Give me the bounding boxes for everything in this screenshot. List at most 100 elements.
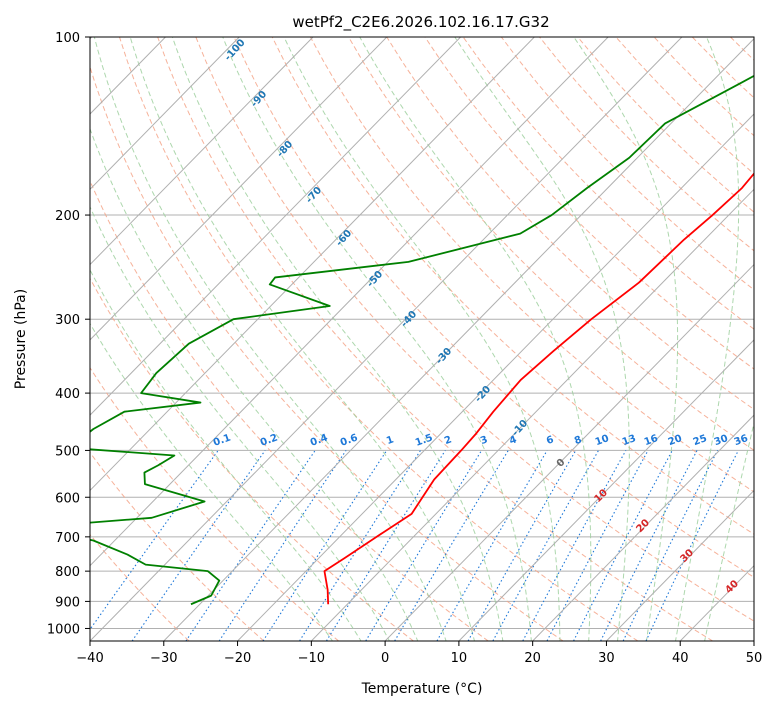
isotherm-line — [310, 188, 754, 641]
dry-adiabat-line — [233, 37, 754, 578]
isotherm-line — [90, 37, 683, 641]
moist-adiabat-line — [674, 37, 740, 641]
moist-adiabat-line — [171, 37, 504, 641]
y-tick-label: 800 — [55, 565, 80, 580]
x-axis-ticks: −40 −30 −20 −10 0 10 20 30 40 50 — [76, 641, 762, 666]
line-labels: -100-90-80-70-60-50-40-30-20-10010203040… — [212, 37, 750, 596]
dry-adiabat-line — [424, 37, 754, 370]
y-axis-ticks: 100 200 300 400 500 600 700 800 900 1000 — [47, 31, 90, 637]
dry-adiabat-line — [90, 65, 564, 641]
y-tick-label: 700 — [55, 531, 80, 546]
mixing-ratio-label: 1 — [385, 434, 395, 447]
isotherm-line — [90, 37, 240, 191]
moist-adiabat-line — [359, 37, 592, 641]
isotherm-line — [163, 38, 754, 641]
chart-title: wetPf2_C2E6.2026.102.16.17.G32 — [292, 13, 549, 32]
mixing-ratio-label: 6 — [545, 434, 555, 447]
moist-adiabat-line — [283, 37, 561, 641]
dry-adiabat-line — [90, 533, 190, 641]
x-tick-label: −40 — [76, 651, 103, 666]
x-tick-label: 0 — [381, 651, 389, 666]
isotherm-line — [458, 339, 754, 641]
dry-adiabat-line — [90, 179, 489, 641]
mixing-ratio-label: 20 — [667, 433, 684, 448]
mixing-ratio-line — [131, 450, 266, 641]
plot-frame — [89, 36, 755, 642]
profile-series — [90, 74, 754, 606]
dry-adiabat-line — [271, 37, 754, 535]
moist-adiabat-line — [704, 420, 754, 641]
y-tick-label: 300 — [55, 313, 80, 328]
mixing-ratio-label: 16 — [643, 433, 660, 448]
x-tick-label: −10 — [298, 651, 325, 666]
x-tick-label: 30 — [598, 651, 615, 666]
x-axis-label: Temperature (°C) — [361, 681, 483, 697]
y-tick-label: 900 — [55, 595, 80, 610]
mixing-ratio-label: 36 — [733, 433, 750, 448]
moist-adiabat-line — [90, 205, 390, 641]
mixing-ratio-line — [325, 450, 446, 641]
mixing-ratio-line — [365, 450, 483, 641]
mixing-ratio-lines — [90, 450, 739, 641]
moist-adiabat-line — [90, 268, 362, 641]
skewed-isotherms — [90, 37, 754, 641]
dry-adiabat-line — [386, 37, 754, 411]
dry-adiabats — [90, 37, 754, 641]
mixing-ratio-line — [218, 450, 347, 641]
isotherm-line — [90, 37, 461, 416]
dry-adiabat-line — [157, 37, 713, 641]
x-tick-label: 10 — [451, 651, 468, 666]
dry-adiabat-line — [500, 37, 754, 291]
moist-adiabat-line — [93, 37, 447, 641]
moist-adiabat-line — [454, 37, 630, 641]
moist-adiabat-line — [90, 322, 334, 641]
mixing-ratio-label: 25 — [692, 433, 709, 448]
y-tick-label: 200 — [55, 209, 80, 224]
mixing-ratio-label: 10 — [594, 433, 611, 448]
isotherm-line — [532, 414, 754, 641]
temperature-profile — [323, 172, 754, 605]
mixing-ratio-label: 8 — [573, 434, 583, 447]
isotherm-line — [90, 37, 314, 266]
y-tick-label: 400 — [55, 387, 80, 402]
y-tick-label: 600 — [55, 491, 80, 506]
x-tick-label: 40 — [672, 651, 689, 666]
isotherm-line — [606, 489, 754, 641]
moist-adiabat-line — [222, 37, 532, 641]
x-tick-label: 50 — [746, 651, 763, 666]
pressure-grid — [90, 37, 754, 629]
dry-adiabat-line — [90, 277, 414, 641]
dry-adiabat-line — [90, 366, 339, 641]
mixing-ratio-line — [299, 450, 422, 641]
mixing-ratio-line — [522, 450, 627, 641]
moist-adiabat-line — [573, 37, 679, 641]
mixing-ratio-line — [262, 450, 388, 641]
isotherm-line — [90, 37, 535, 492]
x-tick-label: 20 — [524, 651, 541, 666]
mixing-ratio-label: 2 — [443, 434, 453, 447]
isotherm-line — [90, 37, 609, 567]
mixing-ratio-line — [467, 450, 577, 641]
dry-adiabat-line — [195, 37, 754, 622]
moist-adiabats — [90, 37, 754, 641]
moist-adiabat-line — [129, 37, 475, 641]
y-tick-label: 500 — [55, 444, 80, 459]
mixing-ratio-line — [600, 450, 698, 641]
mixing-ratio-line — [185, 450, 316, 641]
mixing-ratio-label: 13 — [621, 433, 638, 448]
mixing-ratio-line — [622, 450, 719, 641]
dry-adiabat-line — [309, 37, 754, 493]
moist-adiabat-line — [90, 127, 419, 641]
mixing-ratio-label: 4 — [508, 434, 518, 447]
y-tick-label: 1000 — [47, 622, 80, 637]
x-tick-label: −30 — [150, 651, 177, 666]
isotherm-line — [384, 263, 754, 641]
isotherm-line — [90, 37, 388, 341]
isotherm-line — [237, 113, 754, 641]
y-axis-label: Pressure (hPa) — [13, 289, 29, 389]
mixing-ratio-label: 3 — [479, 434, 489, 447]
x-tick-label: −20 — [224, 651, 251, 666]
mixing-ratio-label: 30 — [713, 433, 730, 448]
